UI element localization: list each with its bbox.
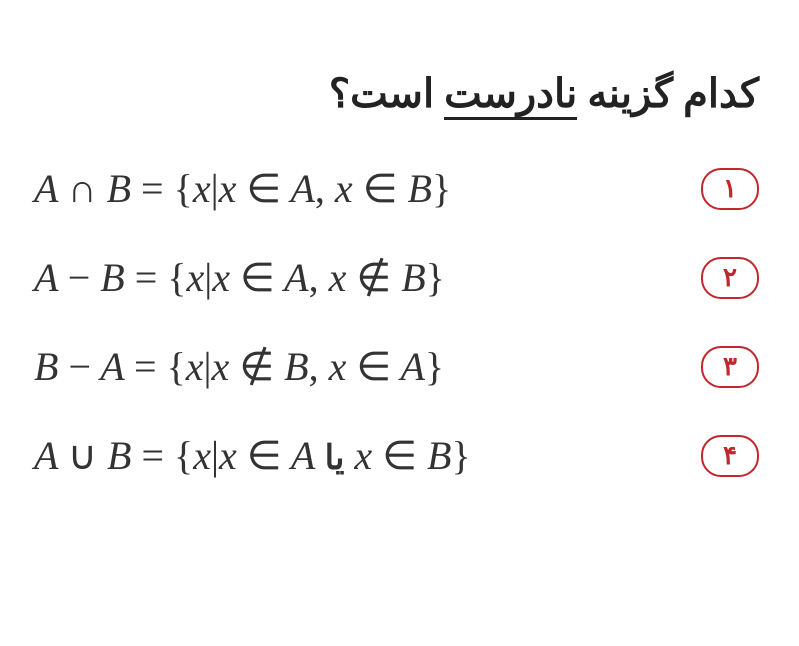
option-formula-4: A ∪ B = {x|x ∈ A یا x ∈ B} — [30, 432, 683, 479]
option-badge-2: ۲ — [701, 257, 759, 299]
option-4[interactable]: ۴ A ∪ B = {x|x ∈ A یا x ∈ B} — [30, 432, 759, 479]
option-1[interactable]: ۱ A ∩ B = {x|x ∈ A, x ∈ B} — [30, 165, 759, 212]
question-text: کدام گزینه نادرست است؟ — [30, 70, 759, 117]
page: کدام گزینه نادرست است؟ ۱ A ∩ B = {x|x ∈ … — [0, 0, 799, 646]
question-underlined: نادرست — [444, 71, 577, 120]
option-3[interactable]: ۳ B − A = {x|x ∉ B, x ∈ A} — [30, 343, 759, 390]
option-badge-3: ۳ — [701, 346, 759, 388]
option-badge-4: ۴ — [701, 435, 759, 477]
option-badge-1: ۱ — [701, 168, 759, 210]
question-pre: کدام گزینه — [577, 71, 759, 116]
question-post: است؟ — [329, 71, 444, 116]
option-formula-1: A ∩ B = {x|x ∈ A, x ∈ B} — [30, 165, 683, 212]
option-formula-2: A − B = {x|x ∈ A, x ∉ B} — [30, 254, 683, 301]
option-2[interactable]: ۲ A − B = {x|x ∈ A, x ∉ B} — [30, 254, 759, 301]
option-formula-3: B − A = {x|x ∉ B, x ∈ A} — [30, 343, 683, 390]
